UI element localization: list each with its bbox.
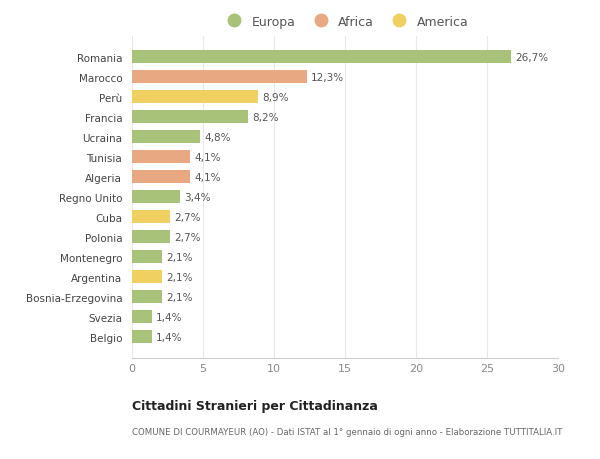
Text: Cittadini Stranieri per Cittadinanza: Cittadini Stranieri per Cittadinanza: [132, 399, 378, 412]
Bar: [132, 51, 511, 64]
Text: 8,2%: 8,2%: [253, 112, 279, 123]
Bar: [132, 231, 170, 244]
Bar: [132, 191, 180, 204]
Text: 1,4%: 1,4%: [156, 312, 182, 322]
Bar: [132, 171, 190, 184]
Text: 12,3%: 12,3%: [311, 73, 344, 83]
Bar: [132, 271, 162, 284]
Text: 26,7%: 26,7%: [515, 53, 548, 63]
Bar: [132, 71, 307, 84]
Text: 2,7%: 2,7%: [175, 213, 201, 222]
Bar: [132, 151, 190, 164]
Text: 1,4%: 1,4%: [156, 332, 182, 342]
Bar: [132, 111, 248, 124]
Text: 4,8%: 4,8%: [205, 133, 231, 143]
Bar: [132, 211, 170, 224]
Text: COMUNE DI COURMAYEUR (AO) - Dati ISTAT al 1° gennaio di ogni anno - Elaborazione: COMUNE DI COURMAYEUR (AO) - Dati ISTAT a…: [132, 427, 562, 436]
Text: 2,1%: 2,1%: [166, 272, 193, 282]
Text: 4,1%: 4,1%: [194, 173, 221, 182]
Text: 8,9%: 8,9%: [263, 93, 289, 103]
Bar: [132, 251, 162, 263]
Text: 2,7%: 2,7%: [175, 232, 201, 242]
Text: 2,1%: 2,1%: [166, 292, 193, 302]
Bar: [132, 330, 152, 343]
Text: 2,1%: 2,1%: [166, 252, 193, 262]
Bar: [132, 291, 162, 303]
Bar: [132, 311, 152, 324]
Text: 4,1%: 4,1%: [194, 152, 221, 162]
Text: 3,4%: 3,4%: [185, 192, 211, 202]
Bar: [132, 91, 259, 104]
Legend: Europa, Africa, America: Europa, Africa, America: [217, 11, 473, 34]
Bar: [132, 131, 200, 144]
